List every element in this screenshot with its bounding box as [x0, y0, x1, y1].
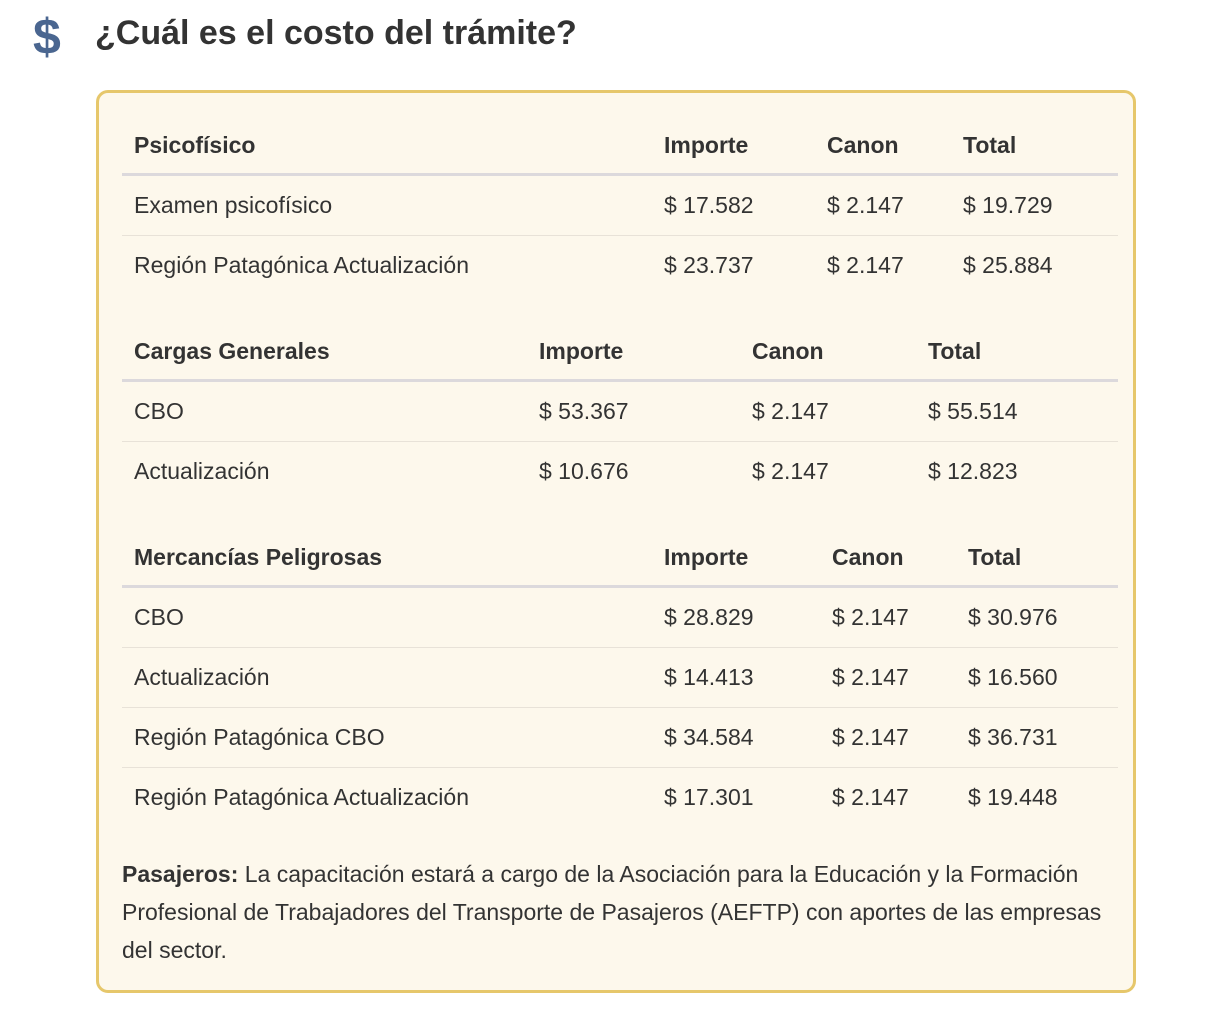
- tables: Psicofísico Importe Canon Total Examen psico…: [122, 117, 1118, 827]
- note-label: Pasajeros:: [122, 861, 239, 887]
- cell: $ 16.560: [956, 647, 1118, 708]
- cell: $ 19.448: [968, 784, 1058, 810]
- row: Región Patagónica Actualización $ 23.737 $…: [122, 236, 1118, 296]
- cell: $ 17.301: [664, 784, 754, 810]
- cell: $ 2.147: [832, 784, 909, 810]
- header-cell: Psicofísico: [122, 117, 652, 176]
- row: Examen psicofísico $ 17.582 $ 2.147 $ 19.72…: [122, 174, 1118, 236]
- cost-table: Psicofísico Importe Canon Total Examen psico…: [122, 117, 1118, 295]
- header-cell: Importe: [527, 323, 740, 382]
- header-cell: Canon: [820, 529, 956, 588]
- table-head: Psicofísico Importe Canon Total: [122, 117, 1118, 176]
- header-row: Mercancías Peligrosas Importe Canon Total: [122, 529, 1118, 588]
- row: CBO $ 53.367 $ 2.147 $ 55.514: [122, 380, 1118, 442]
- cost-table: Cargas Generales Importe Canon Total CBO $ 53…: [122, 323, 1118, 501]
- cell: $ 55.514: [916, 380, 1118, 442]
- cell: $ 28.829: [652, 586, 820, 648]
- cell: $ 34.584: [652, 707, 820, 768]
- cell: Región Patagónica CBO: [122, 707, 652, 768]
- cell: $ 30.976: [956, 586, 1118, 648]
- note: Pasajeros: La capacitación estará a carg…: [122, 855, 1110, 969]
- cell: $ 23.737: [664, 252, 754, 278]
- header-cell: Total: [951, 117, 1118, 176]
- cell: $ 2.147: [815, 174, 951, 236]
- row: Actualización $ 10.676 $ 2.147 $ 12.823: [122, 442, 1118, 502]
- title: ¿Cuál es el costo del trámite?: [95, 14, 577, 52]
- cell: $ 36.731: [956, 707, 1118, 768]
- header-cell: Canon: [815, 117, 951, 176]
- table-body: Examen psicofísico $ 17.582 $ 2.147 $ 19.72…: [122, 174, 1118, 296]
- cell: $ 17.582: [652, 174, 815, 236]
- header-cell: Total: [956, 529, 1118, 588]
- cell: $ 2.147: [827, 252, 904, 278]
- cost-box: Psicofísico Importe Canon Total Examen psico…: [96, 90, 1136, 993]
- cell: Región Patagónica Actualización: [134, 784, 470, 810]
- cell: $ 53.367: [527, 380, 740, 442]
- cell: $ 10.676: [539, 458, 629, 484]
- cell: $ 14.413: [652, 647, 820, 708]
- header-cell: Importe: [652, 117, 815, 176]
- header-cell: Canon: [740, 323, 916, 382]
- cell: $ 25.884: [963, 252, 1053, 278]
- table-body: CBO $ 53.367 $ 2.147 $ 55.514 Actualización $…: [122, 380, 1118, 502]
- table-head: Cargas Generales Importe Canon Total: [122, 323, 1118, 382]
- table-body: CBO $ 28.829 $ 2.147 $ 30.976 Actualización $…: [122, 586, 1118, 828]
- row: Región Patagónica CBO $ 34.584 $ 2.147 $ 36…: [122, 707, 1118, 768]
- row: CBO $ 28.829 $ 2.147 $ 30.976: [122, 586, 1118, 648]
- header-cell: Cargas Generales: [122, 323, 527, 382]
- header-cell: Mercancías Peligrosas: [122, 529, 652, 588]
- dollar-icon: $: [33, 9, 61, 65]
- cell: Región Patagónica Actualización: [134, 252, 470, 278]
- cell: $ 2.147: [820, 647, 956, 708]
- cell: CBO: [122, 586, 652, 648]
- cell: Actualización: [122, 647, 652, 708]
- cell: $ 19.729: [951, 174, 1118, 236]
- cell: $ 2.147: [740, 380, 916, 442]
- table-head: Mercancías Peligrosas Importe Canon Total: [122, 529, 1118, 588]
- header-row: Psicofísico Importe Canon Total: [122, 117, 1118, 176]
- cell: $ 2.147: [820, 707, 956, 768]
- cell: CBO: [122, 380, 527, 442]
- cell: Actualización: [134, 458, 270, 484]
- cell: Examen psicofísico: [122, 174, 652, 236]
- header-row: Cargas Generales Importe Canon Total: [122, 323, 1118, 382]
- header-cell: Total: [916, 323, 1118, 382]
- row: Región Patagónica Actualización $ 17.301 $…: [122, 768, 1118, 828]
- header-cell: Importe: [652, 529, 820, 588]
- cell: $ 2.147: [752, 458, 829, 484]
- cost-table: Mercancías Peligrosas Importe Canon Total CB…: [122, 529, 1118, 827]
- row: Actualización $ 14.413 $ 2.147 $ 16.560: [122, 647, 1118, 708]
- note-text: La capacitación estará a cargo de la Aso…: [122, 861, 1102, 963]
- cell: $ 12.823: [928, 458, 1018, 484]
- cell: $ 2.147: [820, 586, 956, 648]
